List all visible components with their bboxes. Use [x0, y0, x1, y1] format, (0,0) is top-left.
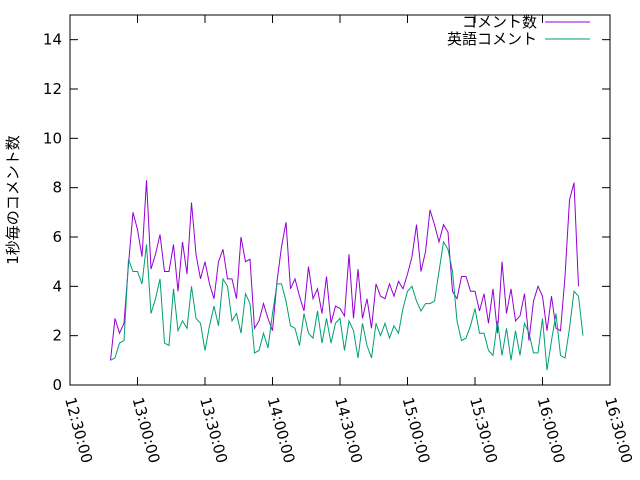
y-tick-label: 4 [52, 277, 62, 295]
series-line-2 [110, 240, 584, 371]
plot-frame [69, 14, 611, 386]
series-lines [110, 180, 584, 371]
y-tick-label: 2 [52, 327, 62, 345]
legend-label: 英語コメント [447, 30, 537, 48]
legend-label: コメント数 [462, 13, 537, 31]
y-tick-label: 10 [43, 129, 62, 147]
axis-ticks [69, 15, 611, 386]
y-tick-label: 14 [43, 31, 62, 49]
y-axis-label: 1秒毎のコメント数 [4, 135, 22, 265]
y-tick-label: 8 [52, 179, 62, 197]
series-line-1 [110, 180, 579, 361]
y-tick-label: 0 [52, 376, 62, 394]
y-tick-label: 6 [52, 228, 62, 246]
y-tick-label: 12 [43, 80, 62, 98]
